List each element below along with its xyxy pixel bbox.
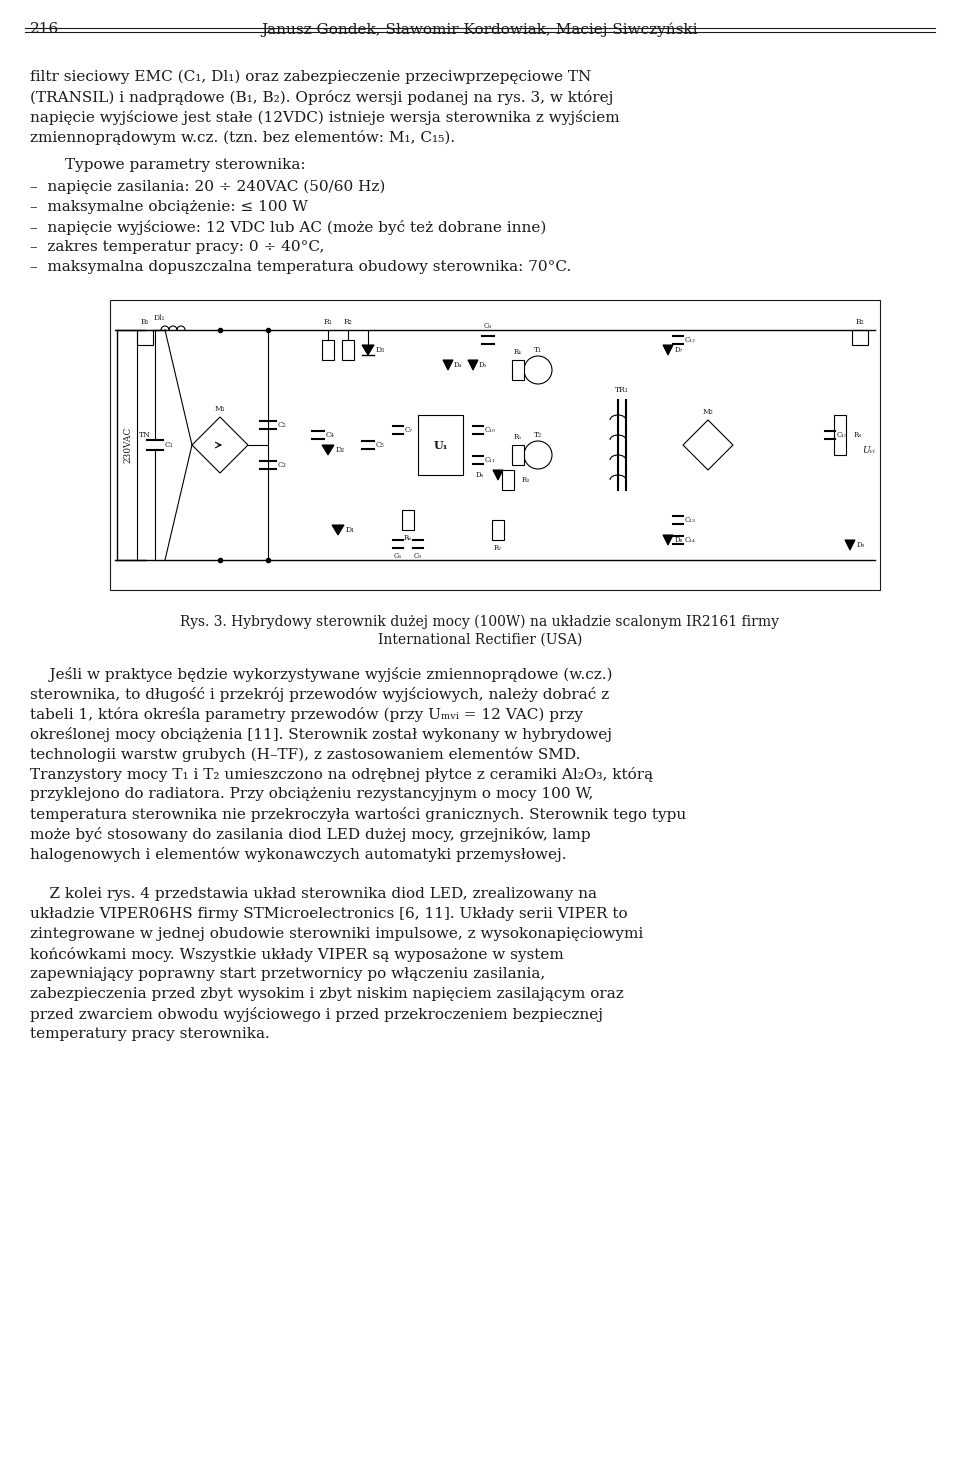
Polygon shape (362, 345, 374, 354)
Text: C₁₄: C₁₄ (685, 537, 696, 544)
Text: R₆: R₆ (404, 534, 412, 542)
Text: R₁: R₁ (324, 318, 332, 326)
Bar (852, 329, 868, 345)
Text: –  napięcie wyjściowe: 12 VDC lub AC (może być też dobrane inne): – napięcie wyjściowe: 12 VDC lub AC (moż… (30, 220, 546, 235)
Text: C₃: C₃ (278, 462, 287, 469)
Text: sterownika, to długość i przekrój przewodów wyjściowych, należy dobrać z: sterownika, to długość i przekrój przewo… (30, 686, 610, 703)
Text: Tranzystory mocy T₁ i T₂ umieszczono na odrębnej płytce z ceramiki Al₂O₃, którą: Tranzystory mocy T₁ i T₂ umieszczono na … (30, 767, 653, 782)
Text: C₁: C₁ (165, 441, 174, 448)
Bar (492, 520, 504, 539)
Text: przed zwarciem obwodu wyjściowego i przed przekroczeniem bezpiecznej: przed zwarciem obwodu wyjściowego i prze… (30, 1007, 603, 1022)
Text: D₃: D₃ (376, 345, 385, 354)
Text: C₁₅: C₁₅ (837, 431, 848, 440)
Bar (512, 445, 524, 465)
Bar (834, 415, 846, 456)
Text: C₁₀: C₁₀ (485, 426, 496, 434)
Text: technologii warstw grubych (H–TF), z zastosowaniem elementów SMD.: technologii warstw grubych (H–TF), z zas… (30, 747, 581, 761)
Text: –  napięcie zasilania: 20 ÷ 240VAC (50/60 Hz): – napięcie zasilania: 20 ÷ 240VAC (50/60… (30, 179, 385, 194)
Text: (TRANSIL) i nadprądowe (B₁, B₂). Oprócz wersji podanej na rys. 3, w której: (TRANSIL) i nadprądowe (B₁, B₂). Oprócz … (30, 90, 613, 104)
Text: C₁₃: C₁₃ (685, 516, 696, 523)
Text: C₉: C₉ (414, 553, 422, 560)
Bar (502, 470, 514, 490)
Text: R₇: R₇ (494, 544, 502, 553)
Text: filtr sieciowy EMC (C₁, Dl₁) oraz zabezpieczenie przeciwprzepęciowe TN: filtr sieciowy EMC (C₁, Dl₁) oraz zabezp… (30, 71, 591, 84)
Text: C₇: C₇ (405, 426, 413, 434)
Text: może być stosowany do zasilania diod LED dużej mocy, grzejników, lamp: może być stosowany do zasilania diod LED… (30, 828, 590, 842)
Polygon shape (443, 360, 453, 370)
Text: B₁: B₁ (141, 318, 150, 326)
Text: R₈: R₈ (854, 431, 862, 440)
Bar (402, 510, 414, 531)
Polygon shape (332, 525, 344, 535)
Text: D₅: D₅ (479, 362, 488, 369)
Bar (342, 340, 354, 360)
Polygon shape (663, 535, 673, 545)
Text: C₄: C₄ (326, 431, 335, 440)
Text: B₂: B₂ (855, 318, 864, 326)
Text: M₂: M₂ (703, 409, 713, 416)
Text: Jeśli w praktyce będzie wykorzystywane wyjście zmiennoprądowe (w.cz.): Jeśli w praktyce będzie wykorzystywane w… (30, 667, 612, 682)
Polygon shape (468, 360, 478, 370)
Text: temperatury pracy sterownika.: temperatury pracy sterownika. (30, 1028, 270, 1041)
Text: T₁: T₁ (534, 345, 542, 354)
Text: halogenowych i elementów wykonawczych automatyki przemysłowej.: halogenowych i elementów wykonawczych au… (30, 847, 566, 861)
Text: C₅: C₅ (376, 441, 385, 448)
Text: C₆: C₆ (394, 553, 402, 560)
Text: U₁: U₁ (433, 440, 447, 450)
Text: końcówkami mocy. Wszystkie układy VIPER są wyposażone w system: końcówkami mocy. Wszystkie układy VIPER … (30, 947, 564, 961)
Bar (322, 340, 334, 360)
Text: D₄: D₄ (454, 362, 463, 369)
Text: R₅: R₅ (514, 434, 522, 441)
Text: D₇: D₇ (675, 345, 684, 354)
Polygon shape (493, 470, 503, 481)
Text: napięcie wyjściowe jest stałe (12VDC) istnieje wersja sterownika z wyjściem: napięcie wyjściowe jest stałe (12VDC) is… (30, 110, 619, 125)
Text: Typowe parametry sterownika:: Typowe parametry sterownika: (65, 157, 305, 172)
Text: zabezpieczenia przed zbyt wysokim i zbyt niskim napięciem zasilającym oraz: zabezpieczenia przed zbyt wysokim i zbyt… (30, 986, 624, 1001)
Text: D₈: D₈ (675, 537, 684, 544)
Bar (110, 300, 880, 589)
Text: zintegrowane w jednej obudowie sterowniki impulsowe, z wysokonapięciowymi: zintegrowane w jednej obudowie sterownik… (30, 928, 643, 941)
Text: zapewniający poprawny start przetwornicy po włączeniu zasilania,: zapewniający poprawny start przetwornicy… (30, 967, 545, 980)
Text: Z kolei rys. 4 przedstawia układ sterownika diod LED, zrealizowany na: Z kolei rys. 4 przedstawia układ sterown… (30, 886, 597, 901)
Text: tabeli 1, która określa parametry przewodów (przy Uₘᵥᵢ = 12 VAC) przy: tabeli 1, która określa parametry przewo… (30, 707, 583, 722)
Text: –  maksymalne obciążenie: ≤ 100 W: – maksymalne obciążenie: ≤ 100 W (30, 200, 308, 215)
Text: D₉: D₉ (857, 541, 865, 548)
Text: –  zakres temperatur pracy: 0 ÷ 40°C,: – zakres temperatur pracy: 0 ÷ 40°C, (30, 240, 324, 254)
Text: R₄: R₄ (514, 348, 522, 356)
Text: M₁: M₁ (215, 406, 226, 413)
Text: 216: 216 (30, 22, 60, 35)
Text: R₂: R₂ (344, 318, 352, 326)
Text: temperatura sterownika nie przekroczyła wartości granicznych. Sterownik tego typ: temperatura sterownika nie przekroczyła … (30, 807, 686, 822)
Polygon shape (845, 539, 855, 550)
Text: International Rectifier (USA): International Rectifier (USA) (378, 634, 582, 647)
Bar (418, 415, 463, 475)
Text: –  maksymalna dopuszczalna temperatura obudowy sterownika: 70°C.: – maksymalna dopuszczalna temperatura ob… (30, 260, 571, 273)
Text: C₈: C₈ (484, 322, 492, 329)
Text: R₃: R₃ (522, 476, 530, 484)
Text: Uᵥᵢ: Uᵥᵢ (862, 445, 875, 454)
Text: Rys. 3. Hybrydowy sterownik dużej mocy (100W) na układzie scalonym IR2161 firmy: Rys. 3. Hybrydowy sterownik dużej mocy (… (180, 614, 780, 629)
Text: układzie VIPER06HS firmy STMicroelectronics [6, 11]. Układy serii VIPER to: układzie VIPER06HS firmy STMicroelectron… (30, 907, 628, 922)
Text: zmiennoprądowym w.cz. (tzn. bez elementów: M₁, C₁₅).: zmiennoprądowym w.cz. (tzn. bez elementó… (30, 129, 455, 146)
Polygon shape (322, 445, 334, 456)
Text: TR₁: TR₁ (615, 387, 629, 394)
Text: 230VAC: 230VAC (124, 426, 132, 463)
Polygon shape (663, 345, 673, 354)
Text: TN: TN (139, 431, 151, 440)
Text: określonej mocy obciążenia [11]. Sterownik został wykonany w hybrydowej: określonej mocy obciążenia [11]. Sterown… (30, 728, 612, 742)
Text: D₁: D₁ (346, 526, 355, 534)
Bar (512, 360, 524, 381)
Text: C₁₁: C₁₁ (485, 456, 496, 465)
Text: T₂: T₂ (534, 431, 542, 440)
Text: C₂: C₂ (278, 420, 287, 429)
Text: C₁₂: C₁₂ (685, 337, 696, 344)
Text: D₆: D₆ (476, 470, 484, 479)
Text: Dl₁: Dl₁ (154, 315, 165, 322)
Bar (137, 329, 153, 345)
Text: przyklejono do radiatora. Przy obciążeniu rezystancyjnym o mocy 100 W,: przyklejono do radiatora. Przy obciążeni… (30, 786, 593, 801)
Text: D₂: D₂ (336, 445, 346, 454)
Text: Janusz Gondek, Sławomir Kordowiak, Maciej Siwczyński: Janusz Gondek, Sławomir Kordowiak, Macie… (262, 22, 698, 37)
